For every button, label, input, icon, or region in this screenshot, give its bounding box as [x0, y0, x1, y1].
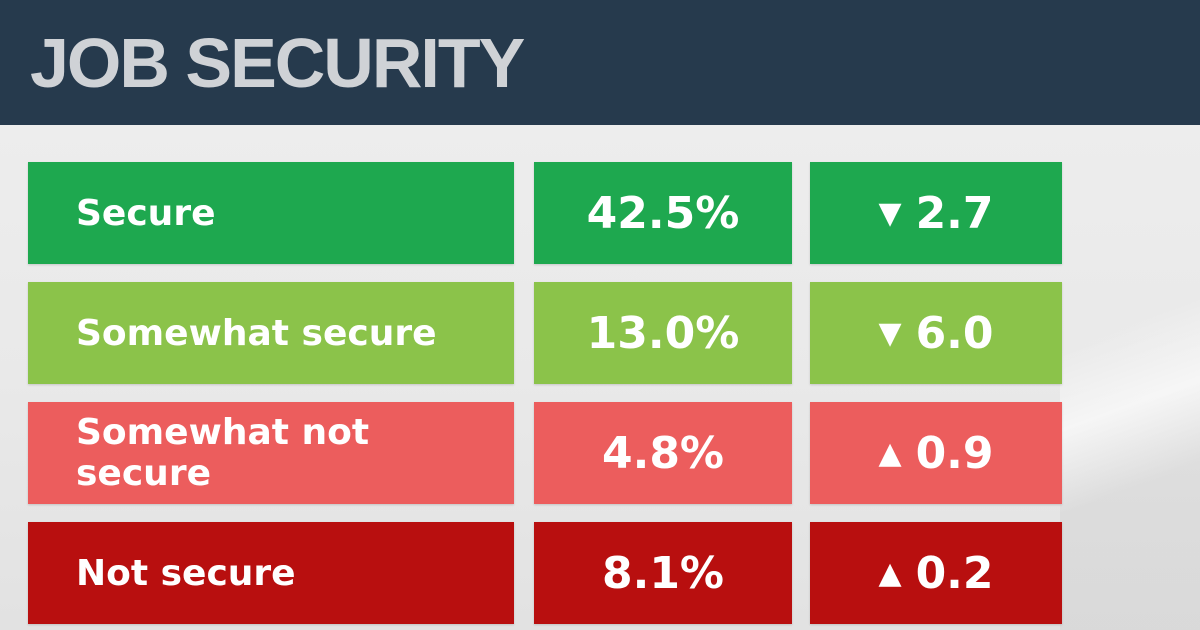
row-label-text: Somewhat not secure	[76, 412, 370, 494]
row-label-text: Secure	[76, 192, 216, 234]
background-decoration	[1060, 125, 1200, 630]
down-arrow-icon: ▼	[878, 195, 902, 231]
row-value-somewhat-secure: 13.0%	[534, 282, 792, 384]
row-value-secure: 42.5%	[534, 162, 792, 264]
row-label-somewhat-secure: Somewhat secure	[28, 282, 514, 384]
row-change-text: 0.2	[915, 547, 994, 599]
row-change-somewhat-not-secure: ▲ 0.9	[810, 402, 1062, 504]
row-value-text: 42.5%	[586, 187, 740, 239]
row-change-not-secure: ▲ 0.2	[810, 522, 1062, 624]
up-arrow-icon: ▲	[878, 435, 902, 471]
row-label-text: Not secure	[76, 552, 296, 594]
row-change-somewhat-secure: ▼ 6.0	[810, 282, 1062, 384]
row-label-not-secure: Not secure	[28, 522, 514, 624]
row-change-secure: ▼ 2.7	[810, 162, 1062, 264]
down-arrow-icon: ▼	[878, 315, 902, 351]
row-value-text: 13.0%	[586, 307, 740, 359]
row-value-somewhat-not-secure: 4.8%	[534, 402, 792, 504]
row-value-text: 4.8%	[601, 427, 725, 479]
row-value-text: 8.1%	[601, 547, 725, 599]
row-value-not-secure: 8.1%	[534, 522, 792, 624]
row-label-text: Somewhat secure	[76, 312, 437, 354]
row-change-text: 6.0	[915, 307, 994, 359]
row-label-somewhat-not-secure: Somewhat not secure	[28, 402, 514, 504]
page-title: JOB SECURITY	[30, 24, 525, 102]
row-change-text: 0.9	[915, 427, 994, 479]
row-label-secure: Secure	[28, 162, 514, 264]
row-change-text: 2.7	[915, 187, 994, 239]
up-arrow-icon: ▲	[878, 555, 902, 591]
title-banner: JOB SECURITY	[0, 0, 1200, 125]
